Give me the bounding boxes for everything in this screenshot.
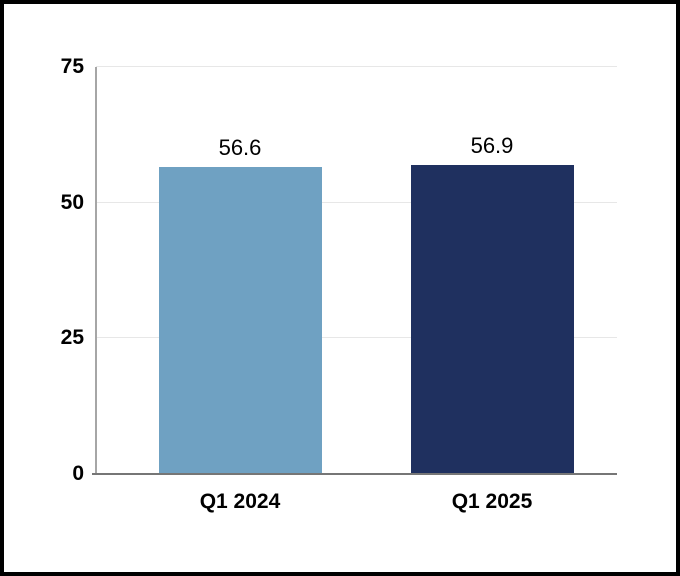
data-label-q1-2025: 56.9 bbox=[470, 133, 514, 159]
bar-q1-2025 bbox=[410, 165, 574, 474]
x-category-label-q1-2024: Q1 2024 bbox=[199, 490, 281, 513]
y-tick-label-75: 75 bbox=[60, 55, 84, 78]
y-tick-label-25: 25 bbox=[60, 326, 84, 350]
gridline-25 bbox=[96, 337, 617, 339]
y-tick-label-0: 0 bbox=[72, 462, 84, 485]
bar-q1-2024 bbox=[158, 166, 322, 474]
gridline-50 bbox=[96, 201, 617, 203]
gridline-75 bbox=[96, 66, 617, 67]
x-axis-baseline bbox=[92, 473, 617, 475]
y-tick-label-50: 50 bbox=[60, 190, 84, 214]
y-axis-line bbox=[95, 67, 97, 474]
x-category-label-q1-2025: Q1 2025 bbox=[451, 490, 533, 513]
data-label-q1-2024: 56.6 bbox=[218, 134, 262, 160]
